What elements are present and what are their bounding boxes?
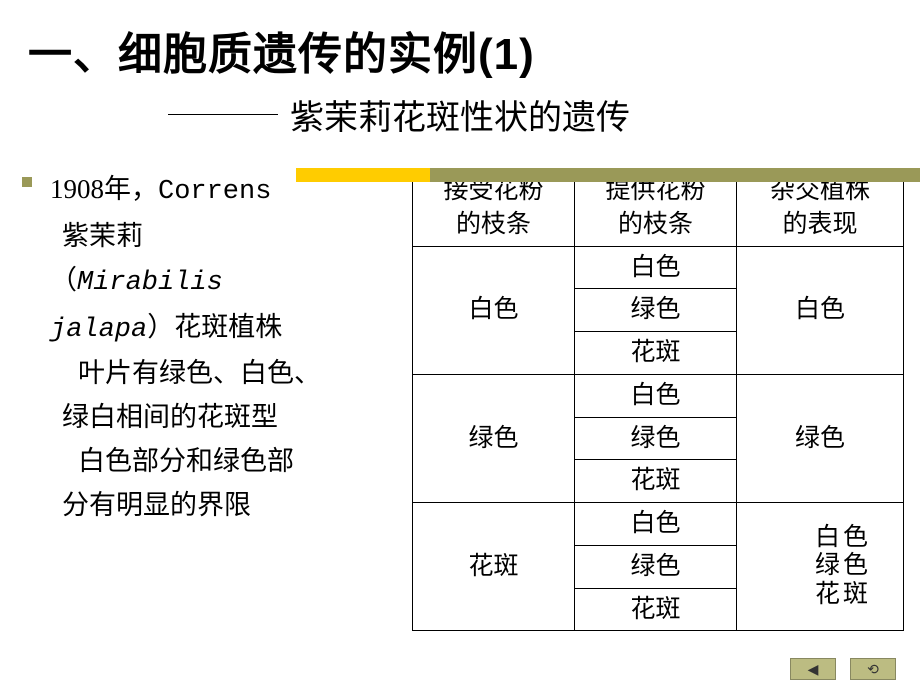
table-body: 白色白色白色绿色花斑绿色白色绿色绿色花斑花斑白色白色绿色花斑绿色花斑 — [413, 246, 904, 631]
return-button[interactable]: ⟲ — [850, 658, 896, 680]
cell-donor: 花斑 — [575, 588, 737, 631]
cell-donor: 白色 — [575, 246, 737, 289]
text-line-6: 绿白相间的花斑型 — [50, 397, 412, 439]
text-line-4b: ）花斑植株 — [147, 312, 282, 342]
text-line-2: 紫茉莉 — [50, 216, 412, 258]
cell-recv: 花斑 — [413, 503, 575, 631]
text-line-4: jalapa）花斑植株 — [50, 307, 412, 352]
year-text: 1908年， — [50, 174, 158, 204]
cell-result: 白色绿色花斑 — [737, 503, 904, 631]
nav-buttons: ◀ ⟲ — [790, 658, 896, 680]
subtitle-line: 紫茉莉花斑性状的遗传 — [168, 90, 892, 139]
left-column: 1908年，Correns 紫茉莉 （Mirabilis jalapa）花斑植株… — [6, 169, 412, 631]
genus-name: Mirabilis — [77, 268, 223, 298]
cell-result: 白色 — [737, 246, 904, 374]
text-line-1: 1908年，Correns — [50, 169, 412, 214]
accent-olive — [430, 168, 920, 182]
bullet-icon — [22, 177, 32, 187]
text-line-5: 叶片有绿色、白色、 — [50, 353, 412, 395]
return-icon: ⟲ — [867, 661, 879, 678]
cell-result: 绿色 — [737, 374, 904, 502]
cell-donor: 绿色 — [575, 417, 737, 460]
text-line-8: 分有明显的界限 — [50, 485, 412, 527]
stack-item: 花斑 — [739, 581, 901, 610]
table-row: 绿色白色绿色 — [413, 374, 904, 417]
cell-donor: 花斑 — [575, 332, 737, 375]
cell-donor: 花斑 — [575, 460, 737, 503]
content-row: 1908年，Correns 紫茉莉 （Mirabilis jalapa）花斑植株… — [0, 139, 920, 631]
subtitle-dash — [168, 114, 278, 115]
text-line-3: （Mirabilis — [50, 260, 412, 305]
cell-recv: 绿色 — [413, 374, 575, 502]
cell-donor: 绿色 — [575, 545, 737, 588]
back-button[interactable]: ◀ — [790, 658, 836, 680]
paren-open: （ — [50, 265, 77, 295]
text-line-7: 白色部分和绿色部 — [50, 441, 412, 483]
stack-item: 白色 — [739, 524, 901, 553]
cell-recv: 白色 — [413, 246, 575, 374]
subtitle: 紫茉莉花斑性状的遗传 — [290, 90, 630, 139]
cross-table: 接受花粉的枝条 提供花粉的枝条 杂交植株的表现 白色白色白色绿色花斑绿色白色绿色… — [412, 169, 904, 631]
cell-donor: 白色 — [575, 374, 737, 417]
author-name: Correns — [158, 177, 271, 207]
cell-donor: 绿色 — [575, 289, 737, 332]
cell-donor: 白色 — [575, 503, 737, 546]
page-title: 一、细胞质遗传的实例(1) — [28, 18, 892, 82]
back-icon: ◀ — [808, 661, 819, 678]
stack-item: 绿色 — [739, 552, 901, 581]
species-name: jalapa — [50, 315, 147, 345]
table-row: 花斑白色白色绿色花斑 — [413, 503, 904, 546]
table-row: 白色白色白色 — [413, 246, 904, 289]
right-column: 接受花粉的枝条 提供花粉的枝条 杂交植株的表现 白色白色白色绿色花斑绿色白色绿色… — [412, 169, 904, 631]
title-block: 一、细胞质遗传的实例(1) 紫茉莉花斑性状的遗传 — [0, 0, 920, 139]
